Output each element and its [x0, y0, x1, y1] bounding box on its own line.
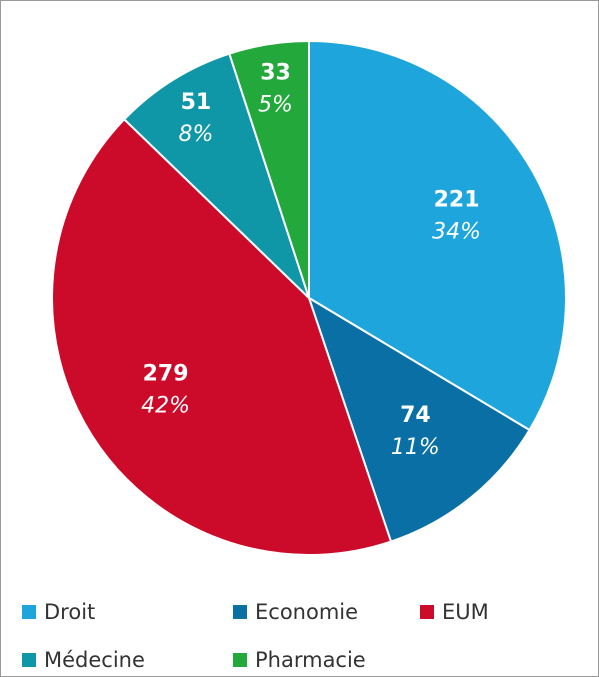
pie-slice — [122, 52, 310, 299]
data-label: 221 — [434, 187, 480, 212]
data-label: 279 — [143, 362, 189, 387]
pie-slice — [228, 39, 310, 299]
percent-label: 34% — [432, 219, 481, 244]
legend-swatch — [22, 605, 36, 619]
legend-swatch — [420, 605, 434, 619]
data-label: 33 — [260, 60, 291, 85]
legend-label: Médecine — [44, 648, 145, 672]
pie-slice — [307, 295, 531, 543]
legend-label: Pharmacie — [255, 648, 366, 672]
legend-label: Droit — [44, 600, 95, 624]
pie-slice — [51, 117, 393, 556]
percent-label: 5% — [258, 92, 293, 117]
data-label: 51 — [181, 90, 212, 115]
pie-slice — [308, 39, 567, 432]
legend-swatch — [233, 653, 247, 667]
percent-label: 11% — [391, 435, 440, 460]
percent-label: 42% — [141, 394, 190, 419]
legend-label: EUM — [442, 600, 489, 624]
legend-swatch — [22, 653, 36, 667]
legend-label: Economie — [255, 600, 358, 624]
legend-swatch — [233, 605, 247, 619]
percent-label: 8% — [178, 122, 213, 147]
data-label: 74 — [400, 403, 431, 428]
